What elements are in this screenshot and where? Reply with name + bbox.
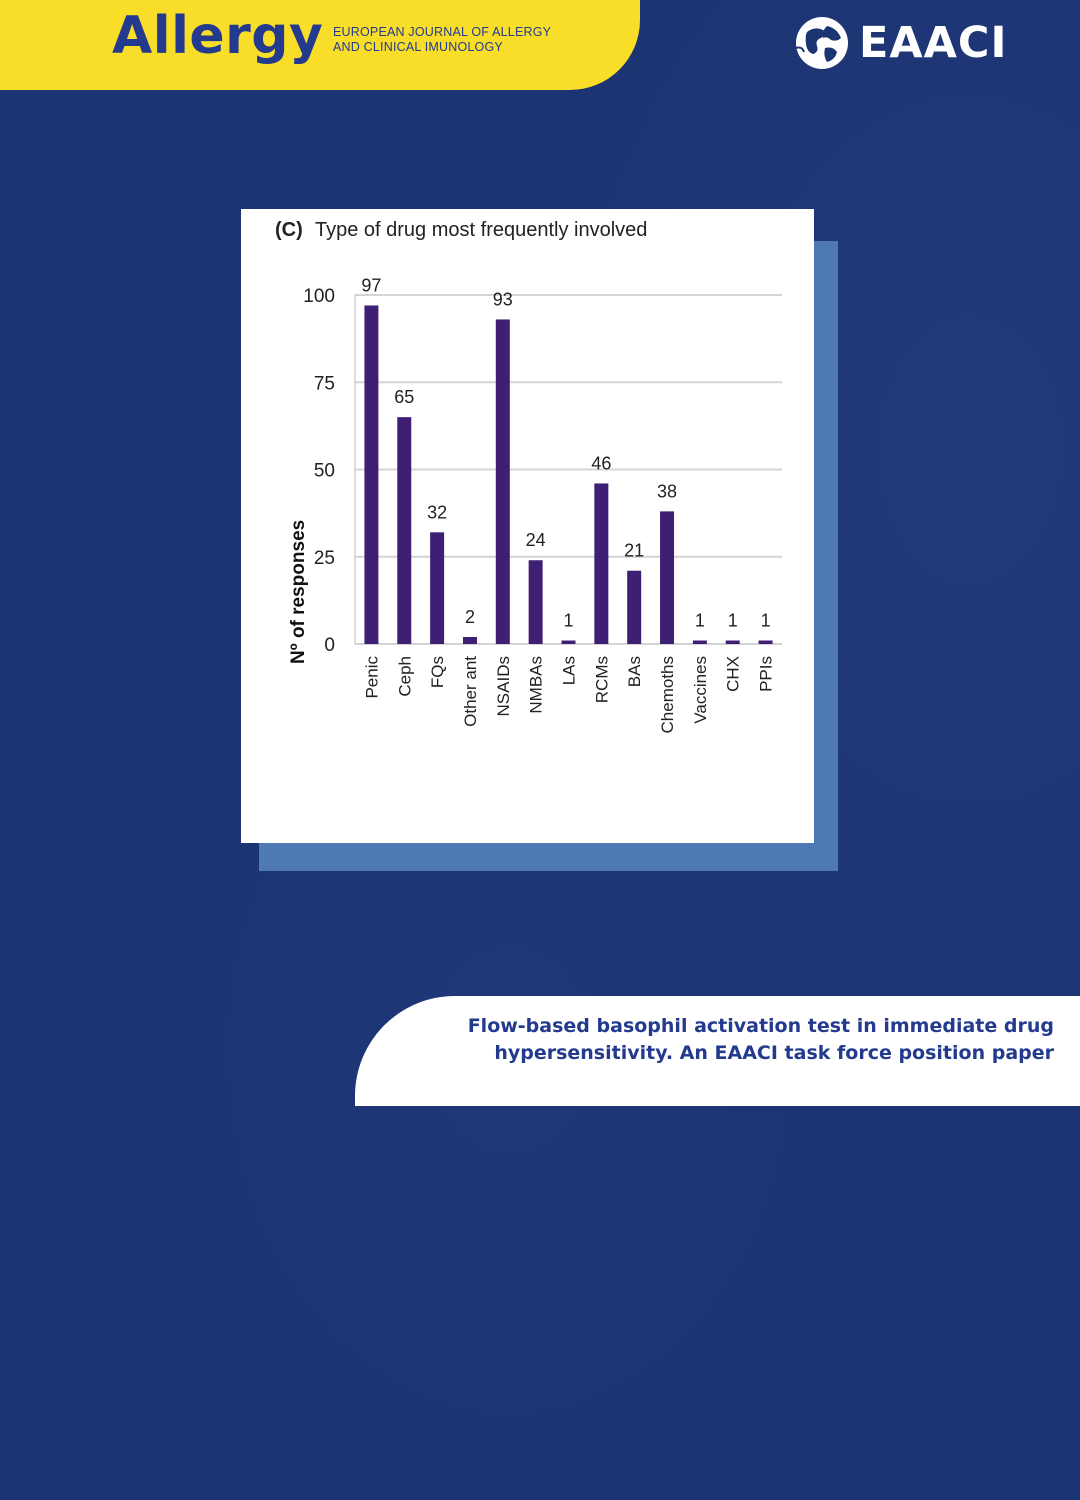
- x-tick-label: NSAIDs: [494, 656, 513, 716]
- x-tick-label: Other ant: [461, 656, 480, 727]
- x-tick-label: RCMs: [592, 656, 611, 703]
- data-label: 24: [526, 530, 546, 550]
- data-label: 32: [427, 502, 447, 522]
- y-tick-label: 100: [303, 286, 335, 307]
- figure-panel: (C) Type of drug most frequently involve…: [241, 209, 814, 843]
- bar: [594, 483, 609, 644]
- bar: [364, 305, 379, 644]
- y-tick-label: 0: [324, 635, 335, 656]
- paper-title: Flow-based basophil activation test in i…: [354, 1013, 1054, 1067]
- x-tick-label: Ceph: [395, 656, 414, 697]
- y-tick-label: 25: [314, 548, 335, 569]
- journal-banner: Allergy EUROPEAN JOURNAL OF ALLERGY AND …: [0, 0, 640, 90]
- y-tick-label: 75: [314, 373, 335, 394]
- data-label: 38: [657, 481, 677, 501]
- bar: [627, 570, 642, 644]
- data-label: 1: [563, 611, 573, 631]
- bar: [397, 417, 412, 644]
- data-label: 2: [465, 607, 475, 627]
- x-tick-label: CHX: [724, 656, 743, 692]
- data-label: 1: [695, 611, 705, 631]
- x-tick-label: PPIs: [757, 656, 776, 692]
- bar: [660, 511, 675, 644]
- data-label: 97: [361, 275, 381, 295]
- journal-subtitle-line: EUROPEAN JOURNAL OF ALLERGY: [333, 25, 552, 39]
- x-tick-label: NMBAs: [527, 656, 546, 714]
- bar: [528, 560, 543, 644]
- globe-icon: [795, 17, 848, 69]
- chart-panel-label: (C): [275, 219, 303, 241]
- chart-title: Type of drug most frequently involved: [315, 219, 647, 241]
- data-label: 1: [728, 611, 738, 631]
- journal-subtitle: EUROPEAN JOURNAL OF ALLERGY AND CLINICAL…: [333, 25, 593, 55]
- data-label: 21: [624, 541, 644, 561]
- x-tick-label: Penic: [362, 656, 381, 699]
- bar: [692, 640, 707, 644]
- data-label: 1: [761, 611, 771, 631]
- bar-chart: (C) Type of drug most frequently involve…: [275, 219, 782, 733]
- bar: [561, 640, 576, 644]
- x-tick-label: BAs: [625, 656, 644, 687]
- bar: [462, 637, 477, 644]
- journal-brand: Allergy: [112, 6, 324, 66]
- eaaci-wordmark: EAACI: [859, 18, 1008, 68]
- paper-title-line: hypersensitivity. An EAACI task force po…: [494, 1042, 1054, 1064]
- data-label: 93: [493, 289, 513, 309]
- bar: [758, 640, 773, 644]
- bar: [430, 532, 445, 644]
- journal-subtitle-line: AND CLINICAL IMUNOLOGY: [333, 40, 503, 54]
- x-tick-label: Vaccines: [691, 656, 710, 724]
- x-tick-label: LAs: [560, 656, 579, 685]
- x-tick-label: FQs: [428, 656, 447, 688]
- y-axis-label: Nº of responses: [288, 520, 309, 664]
- y-tick-label: 50: [314, 461, 335, 482]
- bar: [725, 640, 740, 644]
- x-tick-label: Chemoths: [658, 656, 677, 733]
- data-label: 65: [394, 387, 414, 407]
- paper-title-line: Flow-based basophil activation test in i…: [467, 1015, 1054, 1037]
- data-label: 46: [591, 453, 611, 473]
- bar: [495, 319, 510, 644]
